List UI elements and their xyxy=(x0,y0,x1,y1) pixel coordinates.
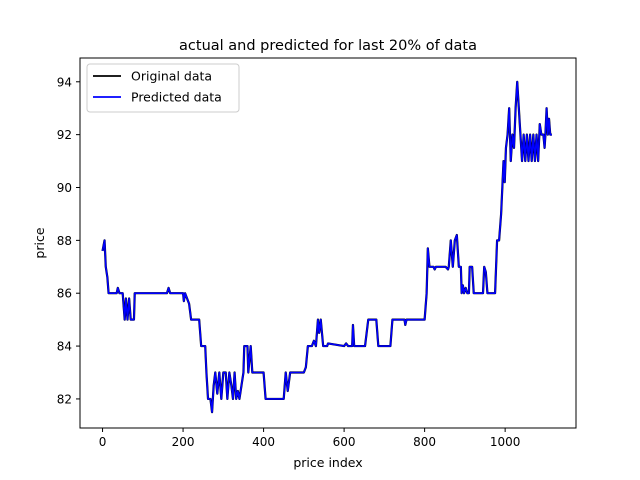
x-tick-label: 600 xyxy=(333,435,356,449)
x-tick-label: 800 xyxy=(413,435,436,449)
y-tick-label: 84 xyxy=(57,340,72,354)
x-tick-label: 0 xyxy=(99,435,107,449)
chart-title: actual and predicted for last 20% of dat… xyxy=(179,38,477,54)
y-axis: 82 84 86 88 90 92 94 xyxy=(57,75,80,406)
legend-box xyxy=(86,63,240,113)
y-tick-label: 90 xyxy=(57,181,72,195)
y-tick-label: 92 xyxy=(57,128,72,142)
x-axis: 0 200 400 600 800 1000 xyxy=(99,428,521,449)
legend: Original data Predicted data xyxy=(86,63,240,113)
series-layer xyxy=(101,80,552,414)
x-tick-label: 400 xyxy=(252,435,275,449)
y-axis-label: price xyxy=(32,227,47,258)
y-tick-label: 86 xyxy=(57,287,72,301)
series-line-predicted xyxy=(101,80,552,413)
y-tick-label: 88 xyxy=(57,234,72,248)
x-tick-label: 1000 xyxy=(490,435,521,449)
x-tick-label: 200 xyxy=(172,435,195,449)
legend-label: Predicted data xyxy=(131,90,222,105)
y-tick-label: 94 xyxy=(57,75,72,89)
y-tick-label: 82 xyxy=(57,392,72,406)
plot-area xyxy=(79,57,577,429)
plot-frame xyxy=(79,57,577,429)
legend-label: Original data xyxy=(131,69,212,84)
x-axis-label: price index xyxy=(293,455,362,470)
